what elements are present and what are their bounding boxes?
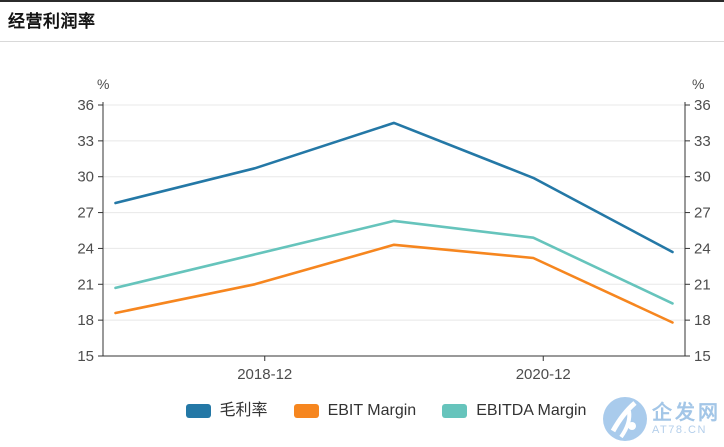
legend-label: EBITDA Margin bbox=[476, 402, 587, 419]
watermark-domain: AT78.CN bbox=[652, 423, 707, 436]
legend-label: 毛利率 bbox=[219, 402, 268, 419]
x-tick-label: 2018-12 bbox=[237, 366, 292, 383]
y-tick-label-right: 15 bbox=[694, 348, 711, 365]
series-line-0 bbox=[114, 121, 674, 254]
y-tick-label-right: 33 bbox=[694, 133, 711, 150]
y-axis-unit-right: % bbox=[692, 76, 704, 92]
legend-label: EBIT Margin bbox=[327, 402, 417, 419]
y-tick-label-left: 33 bbox=[77, 133, 94, 150]
x-tick-label: 2020-12 bbox=[516, 366, 571, 383]
y-tick-label-left: 27 bbox=[77, 205, 94, 222]
y-tick-label-left: 15 bbox=[77, 348, 94, 365]
legend-item-0[interactable]: 毛利率 bbox=[185, 402, 268, 419]
y-axis-unit-left: % bbox=[97, 76, 109, 92]
legend-swatch-icon bbox=[293, 404, 319, 418]
chart-legend: 毛利率 EBIT Margin EBITDA Margin bbox=[0, 398, 724, 424]
y-tick-label-left: 18 bbox=[77, 312, 94, 329]
legend-item-2[interactable]: EBITDA Margin bbox=[442, 403, 586, 419]
y-tick-label-left: 30 bbox=[77, 169, 94, 186]
y-tick-label-right: 27 bbox=[694, 205, 711, 222]
series-line-2 bbox=[114, 219, 674, 305]
y-tick-label-left: 21 bbox=[77, 276, 94, 293]
series-line-1 bbox=[114, 243, 674, 324]
y-tick-label-right: 18 bbox=[694, 312, 711, 329]
y-tick-label-right: 24 bbox=[694, 240, 711, 257]
legend-item-1[interactable]: EBIT Margin bbox=[293, 402, 417, 419]
page-title: 经营利润率 bbox=[8, 12, 96, 31]
y-tick-label-left: 36 bbox=[77, 97, 94, 114]
legend-swatch-icon bbox=[442, 404, 468, 418]
line-chart: 15 15 18 18 21 21 24 24 27 27 30 30 33 33 36 36% % 2018-1… bbox=[77, 76, 711, 383]
y-tick-label-right: 36 bbox=[694, 97, 711, 114]
y-tick-label-right: 21 bbox=[694, 276, 711, 293]
y-tick-label-left: 24 bbox=[77, 240, 94, 257]
legend-swatch-icon bbox=[185, 404, 211, 418]
y-tick-label-right: 30 bbox=[694, 169, 711, 186]
panel-header: 经营利润率 bbox=[0, 2, 724, 42]
